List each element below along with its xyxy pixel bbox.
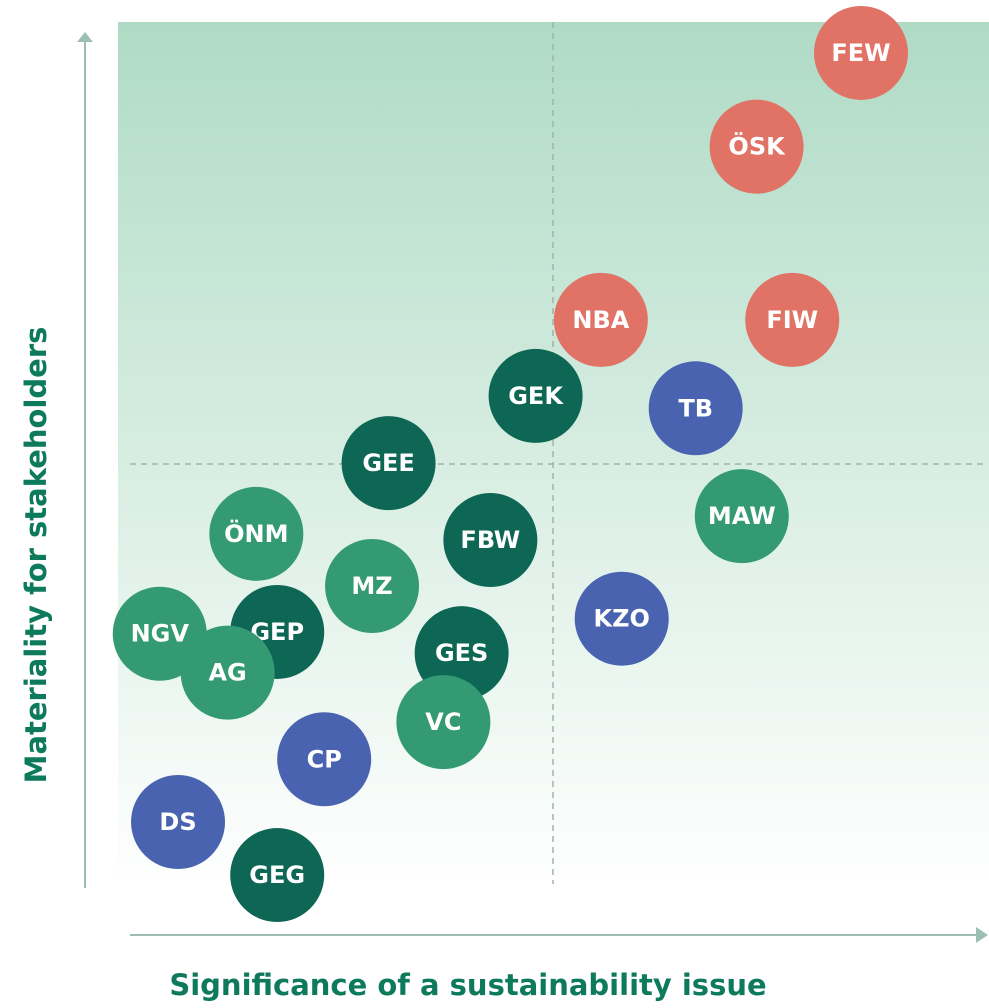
bubble-label: NGV (131, 620, 190, 648)
bubble (709, 99, 804, 194)
bubble (813, 5, 908, 100)
bubble-label: FEW (831, 39, 890, 67)
bubble (574, 571, 669, 666)
bubble (325, 538, 420, 633)
bubble (230, 828, 325, 923)
bubble-label: GEK (508, 382, 564, 410)
bubble (553, 272, 648, 367)
bubble (443, 493, 538, 588)
bubble-label: DS (159, 808, 196, 836)
bubble-label: GES (435, 639, 488, 667)
bubble (488, 348, 583, 443)
bubble-label: NBA (572, 306, 629, 334)
bubble (396, 675, 491, 770)
bubble-label: FBW (460, 526, 520, 554)
bubble-label: GEG (249, 861, 305, 889)
bubble-label: VC (425, 708, 461, 736)
bubble (277, 712, 372, 807)
bubble-label: AG (208, 659, 246, 687)
bubble (648, 361, 743, 456)
bubble-label: FIW (766, 306, 818, 334)
bubble-label: MAW (708, 502, 776, 530)
bubble-label: TB (678, 394, 713, 422)
y-axis-arrow (77, 32, 93, 42)
bubble-label: ÖSK (728, 131, 786, 161)
bubble-label: ÖNM (224, 518, 288, 548)
bubble (745, 272, 840, 367)
bubble (131, 775, 226, 870)
bubble-label: GEE (362, 449, 415, 477)
bubble-label: MZ (351, 572, 392, 600)
bubble (209, 486, 304, 581)
y-axis-title: Materiality for stakeholders (19, 327, 53, 784)
x-axis-title: Significance of a sustainability issue (169, 968, 766, 1002)
bubble (341, 416, 436, 511)
bubble (180, 625, 275, 720)
bubble-label: KZO (594, 605, 650, 633)
bubble-label: CP (307, 745, 342, 773)
bubble (694, 469, 789, 564)
x-axis-arrow (976, 927, 988, 943)
